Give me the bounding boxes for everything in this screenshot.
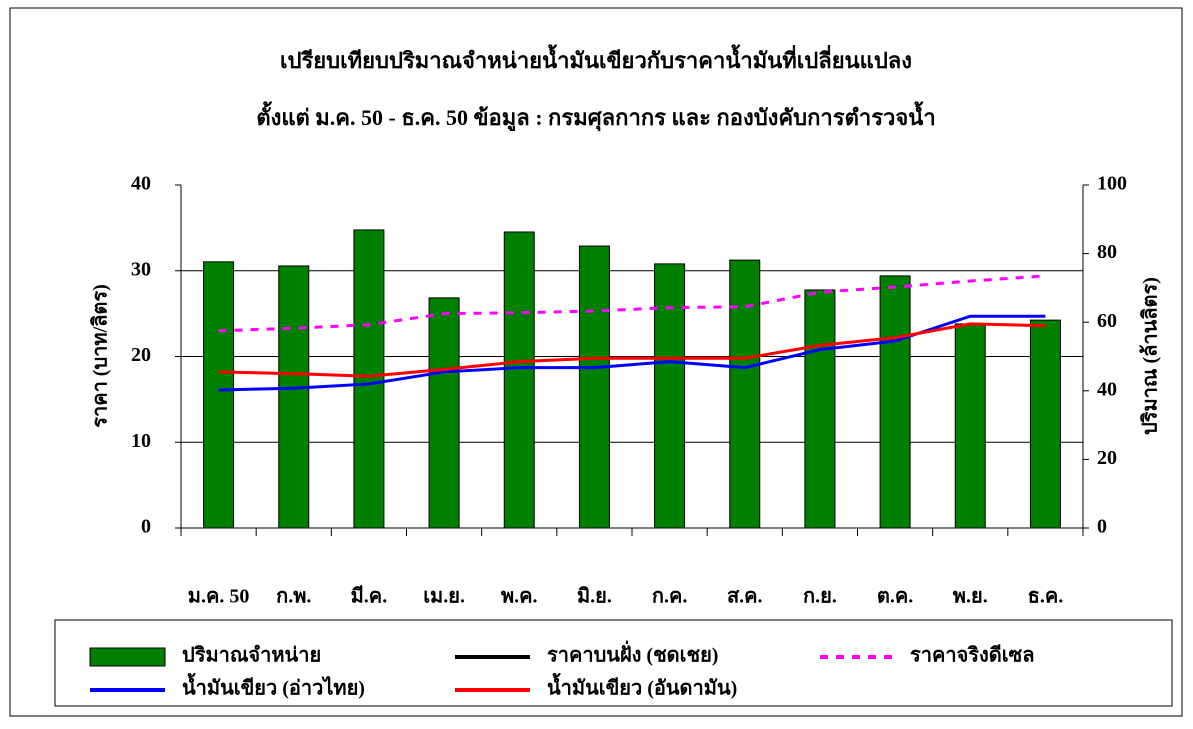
line [218,322,1046,378]
bar [578,245,610,529]
chart-title: เปรียบเทียบปริมาณจำหน่ายน้ำมันเขียวกับรา… [280,44,912,73]
y-tick-label: 40 [131,173,151,195]
x-tick-label: พ.ย. [953,586,988,608]
y2-tick-label: 100 [1097,173,1127,195]
legend [54,619,1173,707]
y2-axis-label: ปริมาณ (ล้านลิตร) [1139,277,1162,435]
x-tick-label: ธ.ค. [1028,586,1064,608]
x-tick-label: ต.ค. [877,586,913,608]
x-tick-label: ส.ค. [727,586,763,608]
legend-label: น้ำมันเขียว (อ่าวไทย) [182,673,365,700]
line [218,314,1046,392]
x-tick-label: ก.ย. [803,586,837,608]
legend-label: ราคาจริงดีเซล [910,644,1034,667]
bar [353,229,385,529]
legend-label: ปริมาณจำหน่าย [182,645,321,667]
bar [428,297,460,529]
line [218,274,1046,333]
x-tick-label: ม.ค. 50 [188,586,250,608]
y2-tick-label: 0 [1097,516,1107,538]
y-tick-label: 10 [131,430,151,452]
y-tick-label: 20 [131,344,151,366]
y-axis-label: ราคา (บาท/ลิตร) [90,284,112,428]
x-tick-label: มี.ค. [351,585,388,608]
chart-subtitle: ตั้งแต่ ม.ค. 50 - ธ.ค. 50 ข้อมูล : กรมศุ… [256,101,935,132]
bar [203,261,235,529]
legend-label: ราคาบนฝั่ง (ชดเชย) [547,640,718,667]
bar [879,275,911,529]
bar [503,231,535,529]
bar [954,323,986,529]
y2-tick-label: 80 [1097,241,1117,263]
x-tick-label: ก.พ. [276,586,311,608]
y2-tick-label: 20 [1097,447,1117,469]
x-tick-label: เม.ย. [423,586,465,608]
legend-label: น้ำมันเขียว (อันดามัน) [547,673,737,700]
legend-swatch [89,647,166,667]
bar [804,289,836,529]
y-tick-label: 0 [141,516,151,538]
x-tick-label: ก.ค. [652,586,688,608]
bar [1029,319,1061,529]
x-tick-label: มิ.ย. [577,586,612,608]
x-tick-label: พ.ค. [501,586,538,608]
y-tick-label: 30 [131,258,151,280]
y2-tick-label: 60 [1097,310,1117,332]
bar [729,259,761,529]
y2-tick-label: 40 [1097,378,1117,400]
bar [654,263,686,529]
bar [278,265,310,529]
